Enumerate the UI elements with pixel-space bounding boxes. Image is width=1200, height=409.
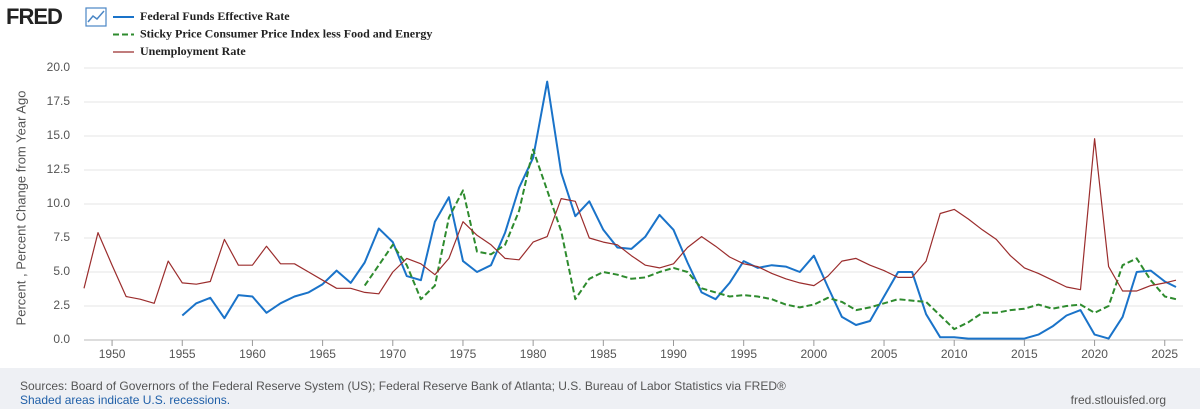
x-tick-label: 2025 <box>1151 347 1178 361</box>
y-tick-label: 5.0 <box>53 264 70 278</box>
series-line <box>181 80 1177 340</box>
y-axis-label: Percent , Percent Change from Year Ago <box>13 91 28 326</box>
footer-background <box>0 368 1200 409</box>
series-line <box>363 148 1177 331</box>
logo: FRED <box>6 4 62 29</box>
y-tick-label: 7.5 <box>53 230 70 244</box>
x-tick-label: 2015 <box>1011 347 1038 361</box>
series-line <box>83 138 1177 304</box>
y-tick-label: 10.0 <box>47 196 71 210</box>
x-tick-label: 1960 <box>239 347 266 361</box>
site: fred.stlouisfed.org <box>1071 393 1166 407</box>
x-tick-label: 1975 <box>450 347 477 361</box>
x-tick-label: 1990 <box>660 347 687 361</box>
x-tick-label: 2005 <box>871 347 898 361</box>
source: Sources: Board of Governors of the Feder… <box>20 379 786 393</box>
y-tick-label: 17.5 <box>47 94 71 108</box>
x-tick-label: 1950 <box>99 347 126 361</box>
x-tick-label: 2010 <box>941 347 968 361</box>
legend-label: Unemployment Rate <box>140 44 246 58</box>
y-tick-label: 20.0 <box>47 60 71 74</box>
recession-note: Shaded areas indicate U.S. recessions. <box>20 393 230 407</box>
y-tick-label: 12.5 <box>47 162 71 176</box>
x-tick-label: 1985 <box>590 347 617 361</box>
x-tick-label: 1955 <box>169 347 196 361</box>
y-tick-label: 0.0 <box>53 332 70 346</box>
x-tick-label: 1970 <box>379 347 406 361</box>
logo-icon <box>85 7 107 27</box>
legend-label: Sticky Price Consumer Price Index less F… <box>140 26 432 40</box>
y-tick-label: 2.5 <box>53 298 70 312</box>
x-tick-label: 2000 <box>801 347 828 361</box>
x-tick-label: 1965 <box>309 347 336 361</box>
x-tick-label: 2020 <box>1081 347 1108 361</box>
legend-label: Federal Funds Effective Rate <box>140 9 290 23</box>
x-tick-label: 1980 <box>520 347 547 361</box>
x-tick-label: 1995 <box>730 347 757 361</box>
y-tick-label: 15.0 <box>47 128 71 142</box>
